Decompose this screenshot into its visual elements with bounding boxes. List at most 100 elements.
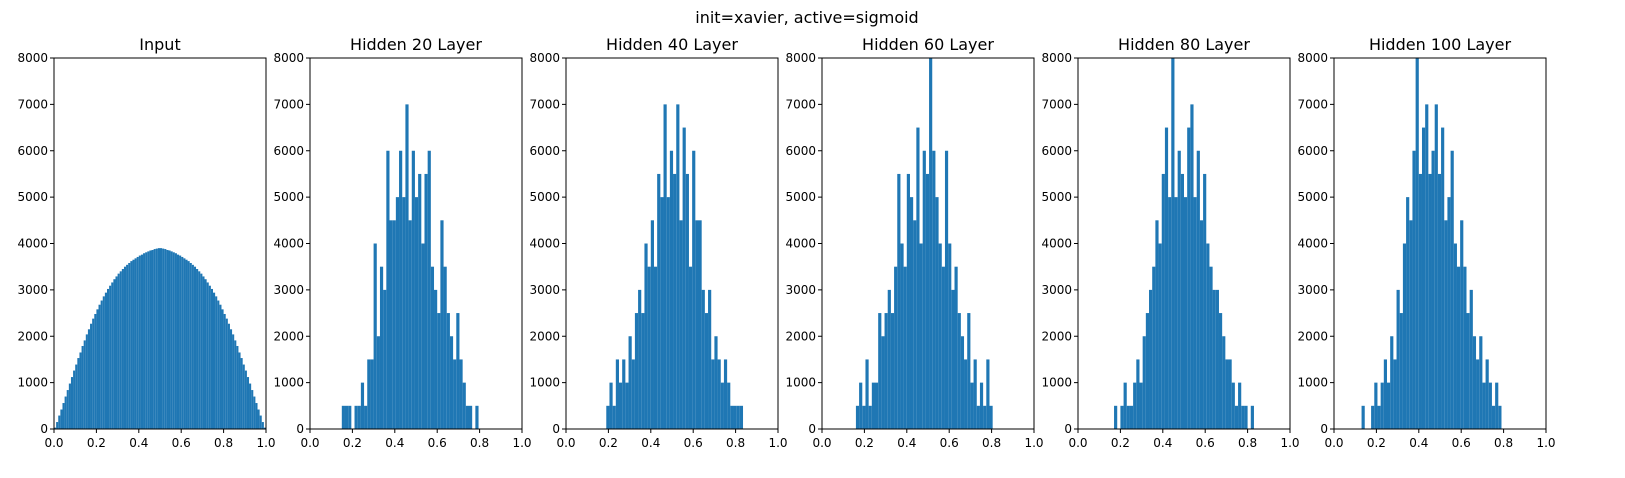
histogram-bar — [92, 318, 95, 429]
histogram-bar — [1231, 382, 1235, 430]
histogram-bar — [130, 261, 133, 429]
histogram-bar — [890, 313, 895, 429]
y-tick-label: 4000 — [1041, 237, 1072, 251]
x-tick-label: 0.8 — [726, 436, 745, 450]
histogram-bar — [1441, 127, 1445, 429]
y-tick-label: 4000 — [273, 237, 304, 251]
histogram-bar — [140, 254, 144, 429]
histogram-bar — [348, 405, 352, 429]
y-tick-label: 1000 — [17, 376, 48, 390]
histogram-bar — [202, 276, 205, 429]
histogram-bar — [1193, 197, 1197, 430]
histogram-bar — [453, 359, 457, 429]
histogram-bar — [647, 266, 651, 429]
histogram-bar — [168, 250, 171, 429]
histogram-bar — [631, 359, 635, 429]
x-tick-label: 0.4 — [129, 436, 148, 450]
histogram-bar — [871, 382, 875, 430]
histogram-bar — [944, 150, 949, 429]
y-tick-label: 0 — [552, 422, 560, 436]
histogram-bar — [193, 266, 197, 429]
histogram-bar — [714, 336, 718, 429]
histogram-bar — [181, 256, 184, 429]
histogram-bar — [395, 197, 400, 430]
y-tick-label: 7000 — [17, 97, 48, 111]
histogram-bar — [155, 248, 158, 429]
histogram-bar — [240, 358, 243, 429]
histogram-bar — [897, 173, 901, 429]
y-tick-label: 3000 — [785, 283, 816, 297]
histogram-bar — [1228, 359, 1232, 429]
histogram-bar — [1120, 405, 1124, 429]
x-tick-label: 1.0 — [1280, 436, 1299, 450]
histogram-bar — [1126, 405, 1130, 429]
histogram-bar — [164, 249, 167, 429]
histogram-bar — [622, 359, 626, 429]
histogram-bar — [459, 359, 463, 429]
histogram-bar — [704, 313, 709, 429]
histogram-panel-2: Hidden 20 Layer 0.0 0.2 0.4 0.6 0.8 1.0 0 1000 20… — [273, 35, 531, 450]
histogram-bar — [187, 261, 190, 429]
histogram-bar — [941, 266, 945, 429]
histogram-bar — [446, 313, 450, 429]
histogram-bar — [196, 269, 199, 429]
histogram-bar — [612, 405, 616, 429]
y-tick-label: 7000 — [785, 97, 816, 111]
histogram-bar — [663, 104, 667, 430]
histogram-bar — [208, 285, 211, 429]
histogram-bar — [1498, 405, 1502, 429]
histogram-bar — [625, 382, 629, 430]
histogram-bar — [60, 409, 63, 429]
histogram-bar — [79, 352, 82, 429]
histogram-bar — [56, 422, 59, 429]
histogram-bar — [392, 220, 396, 429]
histogram-bar — [935, 197, 939, 430]
histogram-bar — [434, 289, 438, 430]
histogram-bar — [708, 289, 712, 430]
histogram-bar — [909, 197, 914, 430]
histogram-bar — [437, 313, 441, 429]
histogram-bar — [967, 313, 971, 429]
histogram-bar — [919, 243, 923, 429]
x-tick-label: 0.2 — [1367, 436, 1386, 450]
histogram-bar — [989, 405, 993, 429]
y-tick-label: 2000 — [1041, 329, 1072, 343]
histogram-bar — [951, 289, 955, 430]
histogram-bar — [162, 248, 165, 429]
histogram-bar — [376, 336, 380, 429]
y-tick-label: 5000 — [785, 190, 816, 204]
histogram-bar — [183, 258, 186, 429]
x-tick-label: 0.6 — [684, 436, 703, 450]
histogram-bar — [1209, 266, 1213, 429]
histogram-bar — [1371, 405, 1375, 429]
histogram-bar — [117, 273, 120, 429]
histogram-bar — [370, 359, 374, 429]
x-tick-label: 1.0 — [1024, 436, 1043, 450]
histogram-bar — [170, 251, 173, 429]
histogram-bar — [111, 282, 114, 429]
histogram-bar — [424, 173, 428, 429]
histogram-bar — [217, 300, 220, 429]
histogram-bar — [405, 104, 409, 430]
histogram-bar — [119, 271, 122, 429]
histogram-bar — [954, 266, 958, 429]
x-tick-label: 0.0 — [1324, 436, 1343, 450]
histogram-bar — [1152, 266, 1156, 429]
panel-title: Hidden 20 Layer — [350, 35, 482, 54]
x-tick-label: 0.0 — [44, 436, 63, 450]
histogram-panel-4: Hidden 60 Layer 0.0 0.2 0.4 0.6 0.8 1.0 0 1000 20… — [785, 35, 1043, 450]
histogram-bar — [1171, 58, 1175, 429]
histogram-bar — [1225, 359, 1229, 429]
histogram-bar — [1393, 359, 1397, 429]
histogram-bar — [157, 248, 160, 429]
x-tick-label: 0.6 — [1452, 436, 1471, 450]
histogram-bar — [855, 405, 860, 429]
x-tick-label: 0.4 — [385, 436, 404, 450]
histogram-bar — [650, 220, 654, 429]
histogram-bar — [862, 405, 866, 429]
histogram-bar — [1456, 266, 1461, 429]
x-tick-label: 0.0 — [812, 436, 831, 450]
histogram-bar — [679, 220, 683, 429]
histogram-bar — [1491, 405, 1496, 429]
